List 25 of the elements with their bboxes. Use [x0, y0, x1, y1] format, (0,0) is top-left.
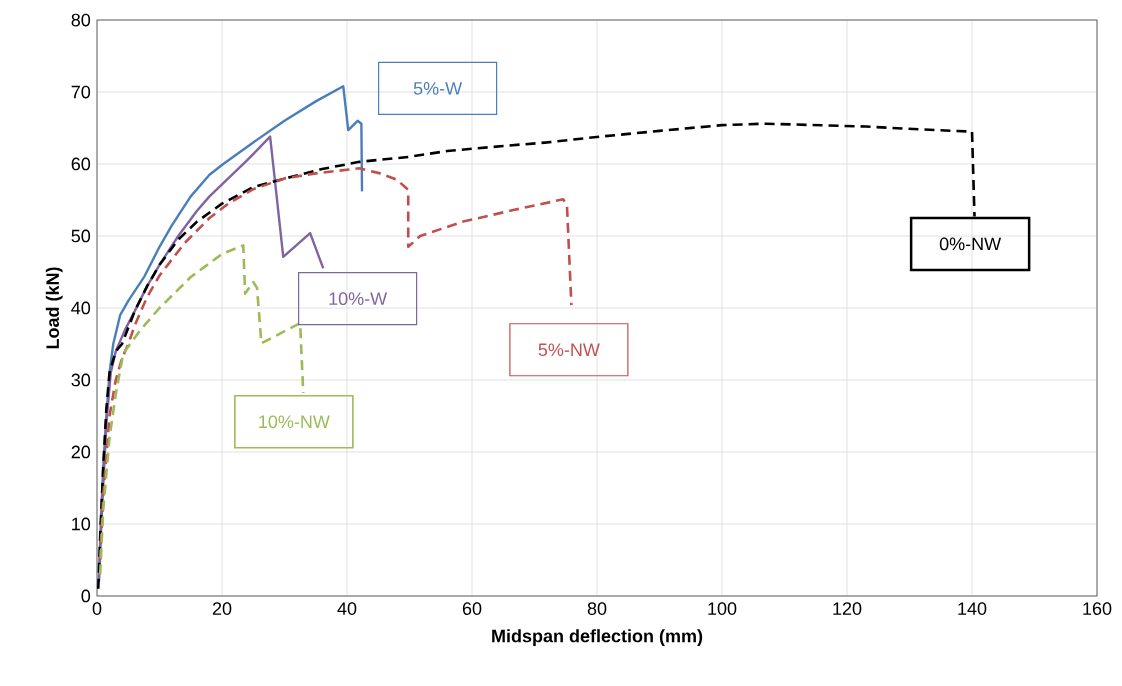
x-tick-label: 20 — [212, 602, 232, 615]
series-label: 0%-NW — [939, 237, 1002, 251]
x-tick-label: 0 — [92, 602, 102, 615]
series-label: 10%-NW — [259, 415, 330, 429]
y-tick-label: 20 — [71, 445, 91, 459]
y-tick-label: 10 — [72, 517, 91, 531]
y-tick-label: 0 — [81, 589, 91, 603]
y-tick-label: 70 — [71, 85, 91, 99]
y-tick-label: 30 — [71, 373, 91, 387]
text: 5%-W — [413, 82, 463, 95]
x-tick-label: 60 — [462, 602, 482, 615]
y-tick-label: 80 — [71, 13, 91, 27]
y-tick-label: 60 — [71, 157, 91, 171]
x-tick-label: 120 — [833, 602, 862, 615]
x-tick-label: 140 — [958, 602, 987, 615]
y-axis-title: Load (kN) — [45, 267, 63, 349]
x-tick-label: 160 — [1083, 602, 1112, 615]
y-tick-label: 50 — [71, 229, 91, 243]
text: 5%-NW — [538, 343, 600, 357]
x-tick-label: 40 — [337, 602, 357, 615]
x-tick-label: 80 — [587, 602, 607, 615]
x-tick-label: 100 — [708, 602, 737, 615]
series-label: 10%-W — [329, 292, 388, 306]
y-tick-label: 40 — [71, 301, 91, 315]
x-axis-title: Midspan deflection (mm) — [492, 629, 703, 646]
